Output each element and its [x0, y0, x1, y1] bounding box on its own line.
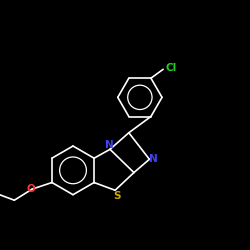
Text: Cl: Cl: [166, 63, 177, 73]
Text: N: N: [149, 154, 158, 164]
Text: N: N: [104, 140, 113, 150]
Text: O: O: [26, 184, 35, 194]
Text: S: S: [114, 191, 121, 201]
